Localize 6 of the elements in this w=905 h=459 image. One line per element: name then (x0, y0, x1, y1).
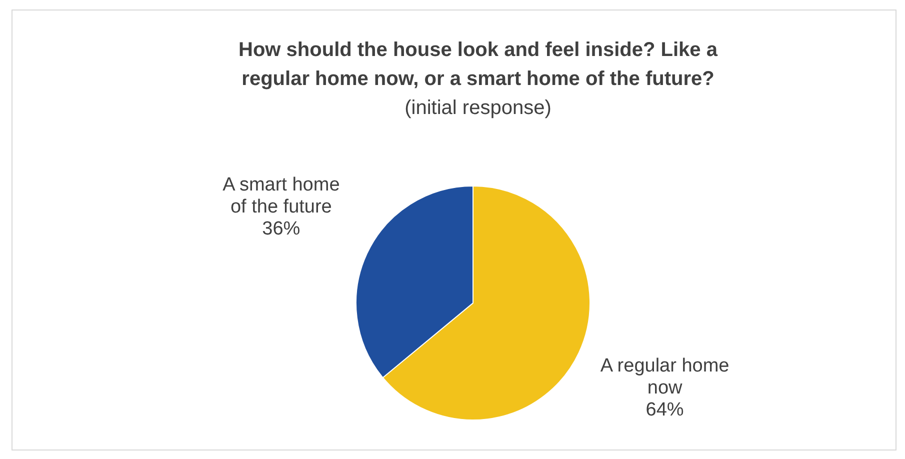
data-label: 36% (262, 218, 300, 240)
chart-subtitle: (initial response) (404, 97, 552, 119)
data-label: 64% (646, 399, 684, 420)
slice-label: A smart home of the future (222, 174, 340, 218)
slice-label: A regular home now (600, 355, 730, 398)
chart-title: How should the house look and feel inside? Like a regular home now, or a smart home of the future? (238, 39, 718, 90)
